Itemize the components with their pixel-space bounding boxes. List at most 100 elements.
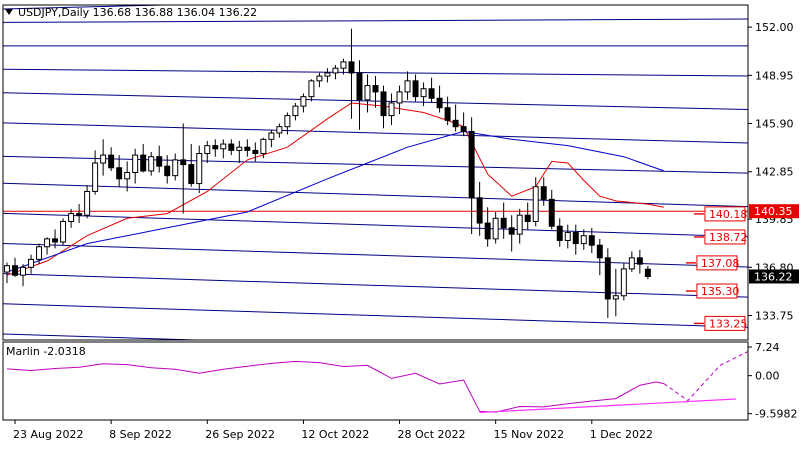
bear-candle-body (548, 198, 555, 227)
channel-line-12 (3, 333, 212, 340)
bear-candle-body (212, 145, 219, 150)
candle (580, 229, 587, 250)
bull-candle-body (620, 268, 627, 297)
marlin-forecast-dashed-0 (663, 350, 748, 402)
bear-candle-body (644, 268, 651, 277)
price-marker-label-0: 140.18 (709, 208, 748, 221)
candle (316, 72, 323, 88)
candle (340, 58, 347, 75)
bear-candle-body (444, 107, 451, 121)
candle (244, 139, 251, 157)
bear-candle-body (380, 91, 387, 117)
candle (620, 262, 627, 301)
candle (428, 77, 435, 103)
bear-candle-body (596, 244, 603, 259)
candle (372, 76, 379, 108)
bear-candle-body (156, 156, 163, 167)
channel-line-0 (3, 5, 185, 10)
triangle-down-icon[interactable] (5, 9, 13, 15)
bull-candle-body (420, 88, 427, 98)
bull-candle-body (92, 162, 99, 192)
bull-candle-body (204, 145, 211, 155)
indicator-pane[interactable] (6, 346, 760, 414)
candle (196, 145, 203, 194)
candle (540, 177, 547, 206)
candle (412, 74, 419, 102)
channel-line-6 (3, 155, 748, 174)
candle (556, 218, 563, 247)
candle (532, 177, 539, 227)
candle (596, 238, 603, 276)
candle (20, 264, 27, 287)
candle (204, 140, 211, 164)
time-axis-label-4: 28 Oct 2022 (398, 428, 466, 441)
channel-line-11 (3, 303, 748, 328)
bear-candle-body (372, 85, 379, 93)
candle (460, 112, 467, 137)
moving-average-line-1 (6, 130, 665, 273)
candle (100, 139, 107, 176)
candle (404, 71, 411, 100)
price-pane[interactable]: 140.18 138.72 137.08 135.30 133.25 (3, 0, 748, 357)
symbol-header: USDJPY,Daily 136.68 136.88 136.04 136.22 (18, 6, 257, 19)
candle (436, 85, 443, 113)
channel-line-1 (3, 18, 748, 23)
bull-candle-body (292, 105, 299, 117)
price-pane-border (2, 4, 749, 341)
candle (476, 181, 483, 236)
candle (44, 237, 51, 255)
bull-candle-body (132, 154, 139, 173)
bear-candle-body (572, 232, 579, 245)
bear-candle-body (348, 61, 355, 74)
candle (212, 139, 219, 157)
candle (92, 150, 99, 195)
price-marker-box-2 (696, 255, 738, 271)
indicator-axis-label-0: 7.24 (755, 341, 780, 354)
bull-candle-body (172, 159, 179, 177)
bull-candle-body (628, 257, 635, 270)
indicator-pane-border (2, 341, 749, 421)
candle (236, 140, 243, 164)
bull-candle-body (236, 146, 243, 151)
bear-candle-body (76, 213, 83, 216)
candle (380, 85, 387, 129)
time-axis-label-5: 15 Nov 2022 (494, 428, 564, 441)
candle (164, 155, 171, 184)
time-axis-label-2: 26 Sep 2022 (205, 428, 275, 441)
bull-candle-body (84, 190, 91, 216)
candle (604, 248, 611, 318)
bull-candle-body (388, 102, 395, 117)
price-marker-label-4: 133.25 (709, 317, 748, 330)
price-marker-box-0 (704, 206, 746, 222)
price-axis-label-1: 148.95 (755, 69, 794, 82)
current-price-badge (749, 269, 799, 284)
price-marker-box-3 (696, 283, 738, 299)
bull-candle-body (332, 67, 339, 74)
bear-candle-body (436, 97, 443, 109)
bull-candle-body (564, 232, 571, 241)
marlin-trend-line-0 (479, 398, 737, 414)
current-price-label: 136.22 (754, 270, 793, 283)
time-axis-label-6: 1 Dec 2022 (590, 428, 653, 441)
candle (388, 93, 395, 126)
bull-candle-body (580, 235, 587, 245)
candle (484, 207, 491, 247)
bull-candle-body (300, 96, 307, 107)
candle (300, 93, 307, 113)
candle (140, 144, 147, 173)
bear-candle-body (524, 214, 531, 222)
chart-header: USDJPY,Daily 136.68 136.88 136.04 136.22 (5, 6, 257, 19)
bear-candle-body (244, 146, 251, 151)
candle (284, 112, 291, 135)
candle (148, 151, 155, 176)
bear-candle-body (180, 159, 187, 166)
bull-candle-body (404, 80, 411, 93)
bear-candle-body (556, 225, 563, 241)
candle (276, 123, 283, 138)
bull-candle-body (196, 153, 203, 185)
bear-candle-body (108, 154, 115, 169)
bear-candle-body (140, 154, 147, 172)
candle (4, 262, 10, 284)
